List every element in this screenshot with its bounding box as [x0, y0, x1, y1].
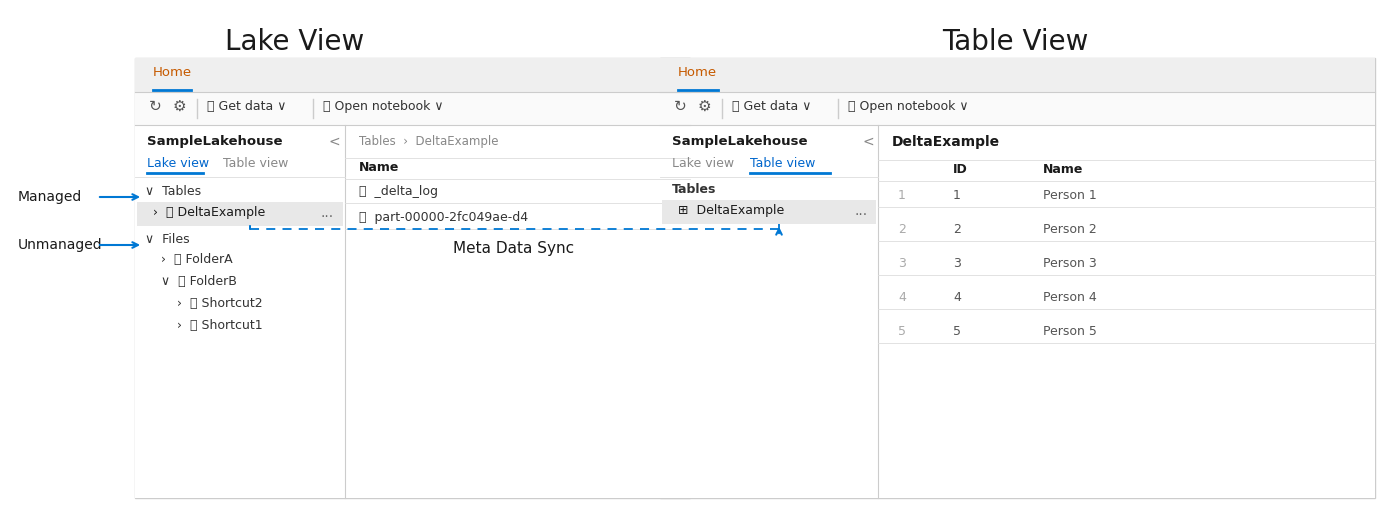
Text: 🗄 Get data ∨: 🗄 Get data ∨: [207, 100, 286, 113]
Text: ⚙: ⚙: [173, 99, 187, 114]
Text: ID: ID: [953, 163, 968, 176]
Bar: [135, 125, 345, 498]
Text: Table View: Table View: [942, 28, 1089, 56]
Text: ›  🔗 Shortcut1: › 🔗 Shortcut1: [178, 319, 262, 332]
Text: Table view: Table view: [223, 157, 288, 170]
Text: ⊞  DeltaExample: ⊞ DeltaExample: [678, 204, 784, 217]
Text: 5: 5: [897, 325, 906, 338]
Bar: [135, 92, 689, 125]
Text: Person 1: Person 1: [1043, 189, 1097, 202]
Text: SampleLakehouse: SampleLakehouse: [147, 135, 283, 148]
Text: Person 3: Person 3: [1043, 257, 1097, 270]
Text: DeltaExample: DeltaExample: [892, 135, 1000, 149]
Bar: [345, 125, 689, 498]
Text: Person 5: Person 5: [1043, 325, 1097, 338]
Text: ›  📊 DeltaExample: › 📊 DeltaExample: [153, 206, 265, 219]
Text: 📁  _delta_log: 📁 _delta_log: [359, 185, 438, 198]
Bar: [662, 200, 877, 224]
Text: ∨  Files: ∨ Files: [146, 233, 190, 246]
Text: 3: 3: [897, 257, 906, 270]
Text: 2: 2: [953, 223, 961, 236]
Text: Managed: Managed: [18, 190, 82, 204]
Text: SampleLakehouse: SampleLakehouse: [671, 135, 807, 148]
Text: 📄  part-00000-2fc049ae-d4: 📄 part-00000-2fc049ae-d4: [359, 211, 528, 224]
Text: ...: ...: [320, 206, 334, 220]
Text: 3: 3: [953, 257, 961, 270]
Text: ↻: ↻: [148, 99, 162, 114]
Text: Table view: Table view: [750, 157, 816, 170]
Text: Name: Name: [1043, 163, 1083, 176]
Text: Tables: Tables: [671, 183, 716, 196]
Text: <: <: [861, 135, 874, 149]
Text: ...: ...: [854, 204, 867, 218]
Text: 1: 1: [897, 189, 906, 202]
Text: Meta Data Sync: Meta Data Sync: [454, 241, 574, 256]
Bar: [660, 125, 878, 498]
Text: Person 4: Person 4: [1043, 291, 1097, 304]
Text: <: <: [329, 135, 341, 149]
Bar: [660, 58, 1375, 498]
Text: 1: 1: [953, 189, 961, 202]
Text: 4: 4: [897, 291, 906, 304]
Text: Name: Name: [359, 161, 399, 174]
Text: ›  🔗 Shortcut2: › 🔗 Shortcut2: [178, 297, 262, 310]
Text: Unmanaged: Unmanaged: [18, 238, 103, 252]
Text: Home: Home: [678, 66, 717, 79]
Bar: [137, 202, 343, 226]
Text: Lake view: Lake view: [147, 157, 209, 170]
Text: Home: Home: [153, 66, 193, 79]
Text: Lake View: Lake View: [225, 28, 365, 56]
Text: Person 2: Person 2: [1043, 223, 1097, 236]
Bar: [660, 92, 1375, 125]
Bar: [135, 58, 689, 498]
Text: ⚙: ⚙: [698, 99, 712, 114]
Text: ∨  Tables: ∨ Tables: [146, 185, 201, 198]
Text: 🗄 Get data ∨: 🗄 Get data ∨: [732, 100, 811, 113]
Text: 🗄 Open notebook ∨: 🗄 Open notebook ∨: [847, 100, 968, 113]
Bar: [135, 58, 689, 92]
Text: ›  📁 FolderA: › 📁 FolderA: [161, 253, 233, 266]
Text: 2: 2: [897, 223, 906, 236]
Text: Lake view: Lake view: [671, 157, 734, 170]
Bar: [878, 125, 1375, 498]
Text: 5: 5: [953, 325, 961, 338]
Text: ∨  📁 FolderB: ∨ 📁 FolderB: [161, 275, 237, 288]
Text: 🗄 Open notebook ∨: 🗄 Open notebook ∨: [323, 100, 444, 113]
Text: 4: 4: [953, 291, 961, 304]
Text: Tables  ›  DeltaExample: Tables › DeltaExample: [359, 135, 498, 148]
Bar: [660, 58, 1375, 92]
Text: ↻: ↻: [674, 99, 687, 114]
